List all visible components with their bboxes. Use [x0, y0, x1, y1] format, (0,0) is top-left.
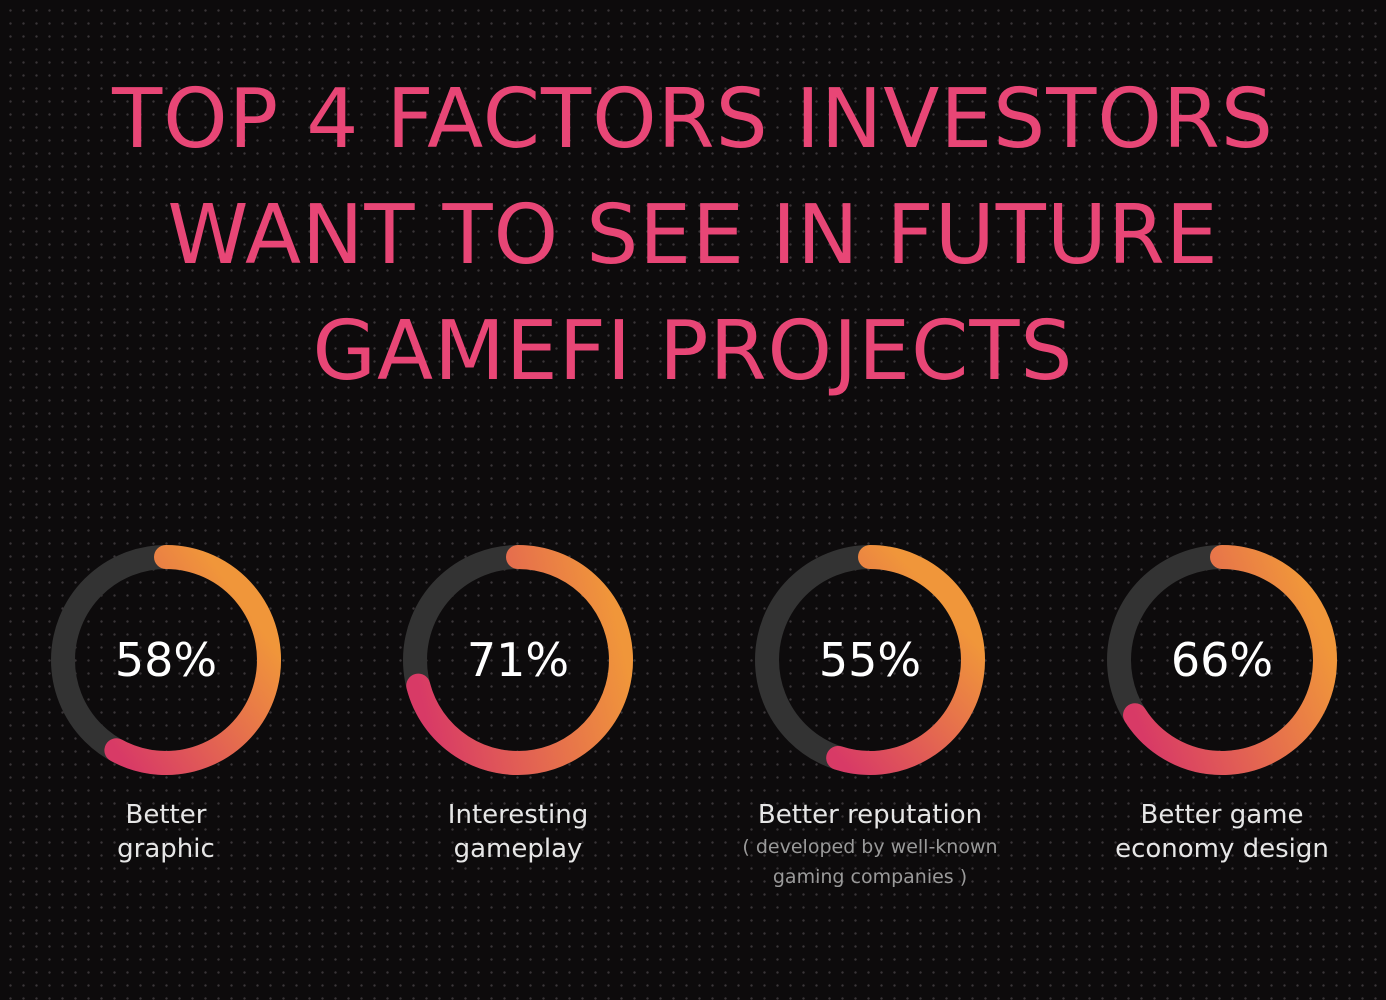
factor-label: Interesting gameplay [368, 798, 668, 866]
factor-label: Better graphic [16, 798, 316, 866]
donut-percentage: 58% [114, 633, 218, 687]
donut-chart: 66% [1104, 542, 1340, 778]
title-line-1: TOP 4 FACTORS INVESTORS [112, 72, 1274, 167]
donut-percentage: 55% [818, 633, 922, 687]
factor-label-line: Better reputation [757, 800, 983, 830]
donut-svg [755, 545, 985, 775]
factor-label-line: Better [125, 800, 207, 830]
donut-value-arc [406, 545, 633, 775]
title-line-2: WANT TO SEE IN FUTURE [167, 188, 1219, 283]
factor-note-line: gaming companies ) [772, 866, 968, 888]
donut-chart: 58% [48, 542, 284, 778]
donut-percentage: 71% [466, 633, 570, 687]
page-title: TOP 4 FACTORS INVESTORS WANT TO SEE IN F… [0, 62, 1386, 410]
factor-label-line: economy design [1115, 834, 1329, 864]
donut-value-arc [1123, 545, 1337, 775]
donut-value-arc [826, 545, 985, 775]
donut-chart: 55% [752, 542, 988, 778]
donut-svg [51, 545, 281, 775]
factor-label-line: graphic [117, 834, 215, 864]
donut-value-arc [104, 545, 281, 775]
factor-label: Better game economy design [1072, 798, 1372, 866]
donut-svg [403, 545, 633, 775]
donut-chart: 71% [400, 542, 636, 778]
factor-label-line: Better game [1140, 800, 1304, 830]
factor-note-line: ( developed by well-known [742, 836, 998, 858]
factor-label-line: gameplay [453, 834, 583, 864]
title-line-3: GAMEFI PROJECTS [312, 304, 1074, 399]
factor-label-line: Interesting [447, 800, 589, 830]
donut-svg [1107, 545, 1337, 775]
donut-percentage: 66% [1170, 633, 1274, 687]
factor-label: Better reputation ( developed by well-kno… [720, 798, 1020, 892]
